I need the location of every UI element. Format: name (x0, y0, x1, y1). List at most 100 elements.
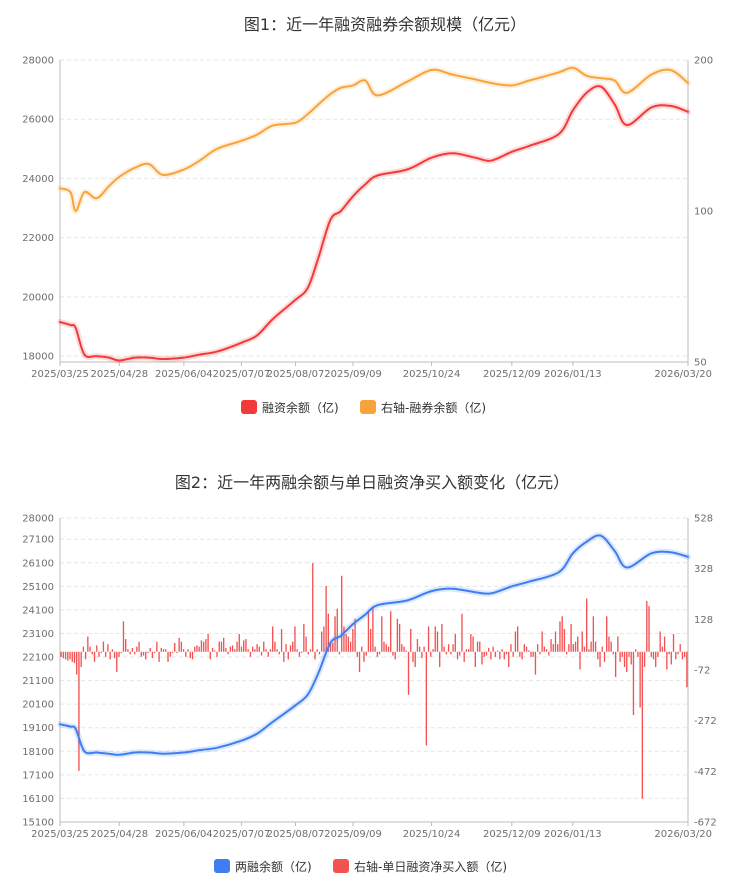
net-buy-bar (445, 651, 448, 655)
net-buy-bar (69, 651, 71, 660)
chart-1-title: 图1：近一年融资融券余额规模（亿元） (244, 15, 526, 34)
net-buy-bar (430, 651, 432, 657)
left-tick-label: 24000 (22, 174, 54, 185)
net-buy-bar (394, 651, 396, 660)
net-buy-bar (171, 651, 174, 654)
net-buy-bar (263, 641, 265, 652)
net-buy-bar (96, 645, 98, 652)
net-buy-bar (436, 631, 439, 652)
net-buy-bar (73, 651, 76, 664)
left-tick-label: 28000 (22, 514, 54, 525)
net-buy-bar (93, 651, 96, 662)
net-buy-bar (113, 651, 116, 659)
net-buy-bar (416, 639, 419, 652)
net-buy-bar (265, 649, 267, 652)
chart-2-right-axis: -672 -472 -272 -72 128 328 528 (687, 514, 717, 829)
net-buy-bar (561, 616, 563, 652)
net-buy-bar (214, 650, 216, 652)
net-buy-bar (131, 647, 134, 652)
net-buy-bar (156, 641, 158, 652)
net-buy-bar (621, 651, 623, 657)
series-line (59, 534, 689, 756)
net-buy-bar (180, 641, 183, 652)
net-buy-bar (454, 634, 456, 652)
net-buy-bar (272, 626, 274, 652)
legend-item-total-balance[interactable]: 两融余额（亿) (214, 859, 312, 874)
net-buy-bar (677, 651, 679, 655)
net-buy-bar (568, 644, 570, 652)
net-buy-bar (109, 651, 111, 660)
net-buy-bar (216, 651, 218, 657)
chart-1-right-axis: 50 100 200 (687, 56, 713, 369)
net-buy-bar (374, 646, 376, 652)
net-buy-bar (514, 631, 517, 652)
net-buy-bar (356, 651, 358, 657)
net-buy-bar (539, 651, 541, 655)
net-buy-bar (176, 651, 178, 654)
right-tick-label: 100 (694, 207, 713, 218)
net-buy-bar (557, 644, 559, 652)
net-buy-bar (236, 641, 238, 652)
net-buy-bar (581, 631, 583, 652)
series-glow (57, 83, 691, 364)
net-buy-bar (365, 651, 367, 656)
net-buy-bar (570, 623, 572, 652)
net-buy-bar (410, 628, 412, 652)
legend-item-net-buy[interactable]: 右轴-单日融资净买入额（亿) (333, 859, 507, 874)
series-line (59, 66, 689, 212)
net-buy-bar (452, 644, 454, 652)
net-buy-bar (606, 616, 608, 652)
chart-1-legend: 融资余额（亿) 右轴-融券余额（亿) (241, 400, 486, 415)
net-buy-bar (336, 608, 338, 652)
left-tick-label: 20000 (22, 292, 54, 303)
net-buy-bar (276, 649, 278, 652)
net-buy-bar (285, 644, 287, 652)
net-buy-bar (427, 626, 430, 652)
net-buy-bar (64, 651, 67, 660)
left-tick-label: 25100 (22, 582, 54, 593)
net-buy-bar (675, 651, 677, 660)
net-buy-bar (98, 651, 100, 657)
net-buy-bar (316, 649, 318, 652)
net-buy-bar (474, 651, 476, 667)
net-buy-bar (601, 646, 603, 652)
net-buy-bar (321, 631, 323, 652)
net-buy-bar (663, 636, 666, 652)
net-buy-bar (456, 651, 459, 660)
net-buy-bar (683, 651, 686, 657)
net-buy-bar (450, 651, 452, 655)
net-buy-bar (537, 644, 539, 652)
net-buy-bar (136, 646, 138, 652)
net-buy-bar (318, 651, 321, 655)
net-buy-bar (612, 651, 615, 655)
net-buy-bar (165, 649, 167, 652)
net-buy-bar (160, 647, 162, 652)
left-tick-label: 22000 (22, 233, 54, 244)
legend-item-margin-balance[interactable]: 融资余额（亿) (241, 400, 339, 415)
net-buy-bar (447, 644, 450, 652)
net-buy-bar (207, 634, 209, 652)
net-buy-bar (345, 634, 347, 652)
net-buy-bar (91, 651, 93, 655)
net-buy-bar (552, 644, 554, 652)
chart-2-grid (60, 517, 688, 823)
net-buy-bar (476, 641, 479, 652)
net-buy-bar (532, 651, 534, 657)
net-buy-bar (82, 646, 85, 652)
net-buy-bar (229, 646, 232, 652)
net-buy-bar (465, 649, 468, 652)
net-buy-bar (597, 651, 599, 660)
net-buy-bar (378, 651, 381, 655)
legend-swatch-net-buy (333, 859, 349, 873)
series-line (59, 85, 689, 362)
net-buy-bar (563, 628, 566, 652)
net-buy-bar (550, 639, 552, 652)
net-buy-bar (592, 616, 595, 652)
legend-item-short-balance[interactable]: 右轴-融券余额（亿) (360, 400, 486, 415)
net-buy-bar (269, 649, 272, 652)
net-buy-bar (153, 651, 156, 654)
net-buy-bar (385, 644, 387, 652)
net-buy-bar (661, 646, 664, 652)
net-buy-bar (254, 649, 256, 652)
